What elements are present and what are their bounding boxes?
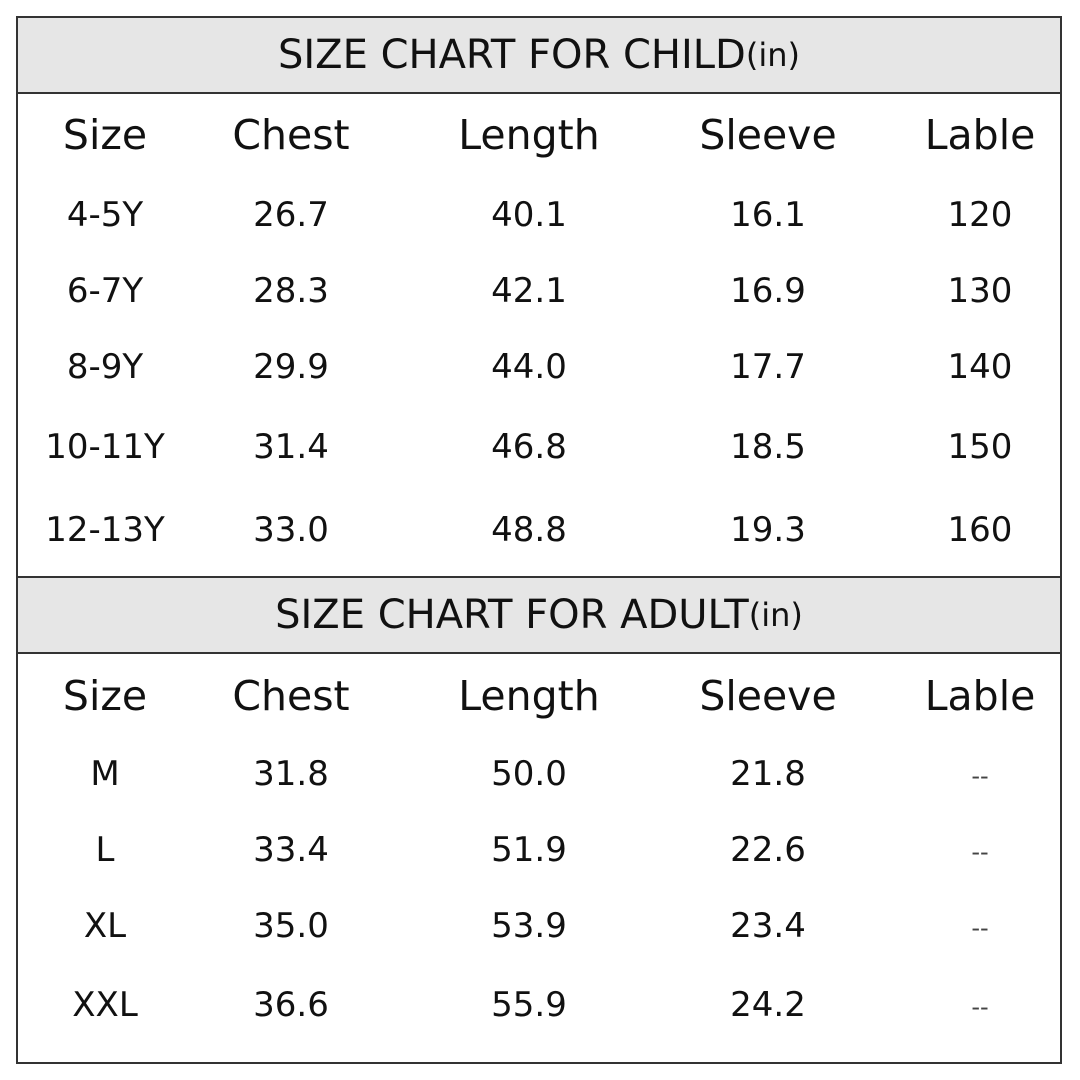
adult-header-length: Length — [458, 672, 600, 720]
size-chart-frame: SIZE CHART FOR CHILD (in) Size Chest Length… — [16, 16, 1062, 1064]
adult-cell-sleeve: 22.6 — [730, 830, 806, 870]
child-header-sleeve: Sleeve — [699, 111, 837, 159]
child-cell-chest: 33.0 — [253, 510, 329, 550]
adult-cell-length: 51.9 — [491, 830, 567, 870]
adult-cell-length: 53.9 — [491, 906, 567, 946]
child-cell-length: 40.1 — [491, 195, 567, 235]
child-header-chest: Chest — [232, 111, 350, 159]
adult-cell-lable: -- — [971, 914, 989, 942]
adult-header-sleeve: Sleeve — [699, 672, 837, 720]
child-cell-size: 6-7Y — [66, 271, 144, 311]
child-cell-lable: 130 — [947, 271, 1013, 311]
adult-header-size: Size — [62, 672, 148, 720]
child-cell-size: 8-9Y — [66, 347, 144, 387]
adult-header-lable: Lable — [924, 672, 1036, 720]
adult-size-chart: SIZE CHART FOR ADULT (in) Size Chest Length… — [18, 576, 1060, 1062]
adult-cell-length: 55.9 — [491, 985, 567, 1025]
child-cell-size: 10-11Y — [45, 427, 165, 467]
child-header-lable: Lable — [924, 111, 1036, 159]
child-size-chart: SIZE CHART FOR CHILD (in) Size Chest Length… — [18, 18, 1060, 576]
adult-chart-title-bar: SIZE CHART FOR ADULT (in) — [18, 578, 1060, 654]
adult-cell-chest: 35.0 — [253, 906, 329, 946]
child-cell-chest: 28.3 — [253, 271, 329, 311]
adult-cell-size: XL — [83, 906, 127, 946]
adult-cell-length: 50.0 — [491, 754, 567, 794]
child-header-length: Length — [458, 111, 600, 159]
adult-cell-sleeve: 24.2 — [730, 985, 806, 1025]
adult-chart-title: SIZE CHART FOR ADULT — [275, 592, 749, 638]
adult-header-chest: Chest — [232, 672, 350, 720]
child-cell-length: 44.0 — [491, 347, 567, 387]
adult-cell-chest: 33.4 — [253, 830, 329, 870]
adult-chart-unit: (in) — [748, 596, 803, 634]
adult-cell-sleeve: 21.8 — [730, 754, 806, 794]
adult-cell-lable: -- — [971, 762, 989, 790]
child-cell-size: 4-5Y — [66, 195, 144, 235]
child-cell-lable: 140 — [947, 347, 1013, 387]
child-chart-title-bar: SIZE CHART FOR CHILD (in) — [18, 18, 1060, 94]
adult-cell-lable: -- — [971, 838, 989, 866]
child-cell-chest: 26.7 — [253, 195, 329, 235]
adult-cell-chest: 36.6 — [253, 985, 329, 1025]
child-cell-sleeve: 16.9 — [730, 271, 806, 311]
child-cell-lable: 120 — [947, 195, 1013, 235]
child-cell-chest: 31.4 — [253, 427, 329, 467]
adult-cell-size: XXL — [72, 985, 138, 1025]
child-cell-lable: 160 — [947, 510, 1013, 550]
child-header-size: Size — [62, 111, 148, 159]
child-cell-size: 12-13Y — [45, 510, 165, 550]
child-cell-chest: 29.9 — [253, 347, 329, 387]
child-cell-length: 46.8 — [491, 427, 567, 467]
child-cell-length: 48.8 — [491, 510, 567, 550]
child-cell-length: 42.1 — [491, 271, 567, 311]
child-chart-unit: (in) — [745, 36, 800, 74]
adult-cell-lable: -- — [971, 993, 989, 1021]
adult-cell-chest: 31.8 — [253, 754, 329, 794]
adult-cell-size: L — [95, 830, 115, 870]
adult-cell-sleeve: 23.4 — [730, 906, 806, 946]
child-cell-sleeve: 17.7 — [730, 347, 806, 387]
child-chart-title: SIZE CHART FOR CHILD — [277, 32, 746, 78]
adult-cell-size: M — [90, 754, 120, 794]
child-cell-lable: 150 — [947, 427, 1013, 467]
child-cell-sleeve: 16.1 — [730, 195, 806, 235]
child-cell-sleeve: 18.5 — [730, 427, 806, 467]
child-cell-sleeve: 19.3 — [730, 510, 806, 550]
